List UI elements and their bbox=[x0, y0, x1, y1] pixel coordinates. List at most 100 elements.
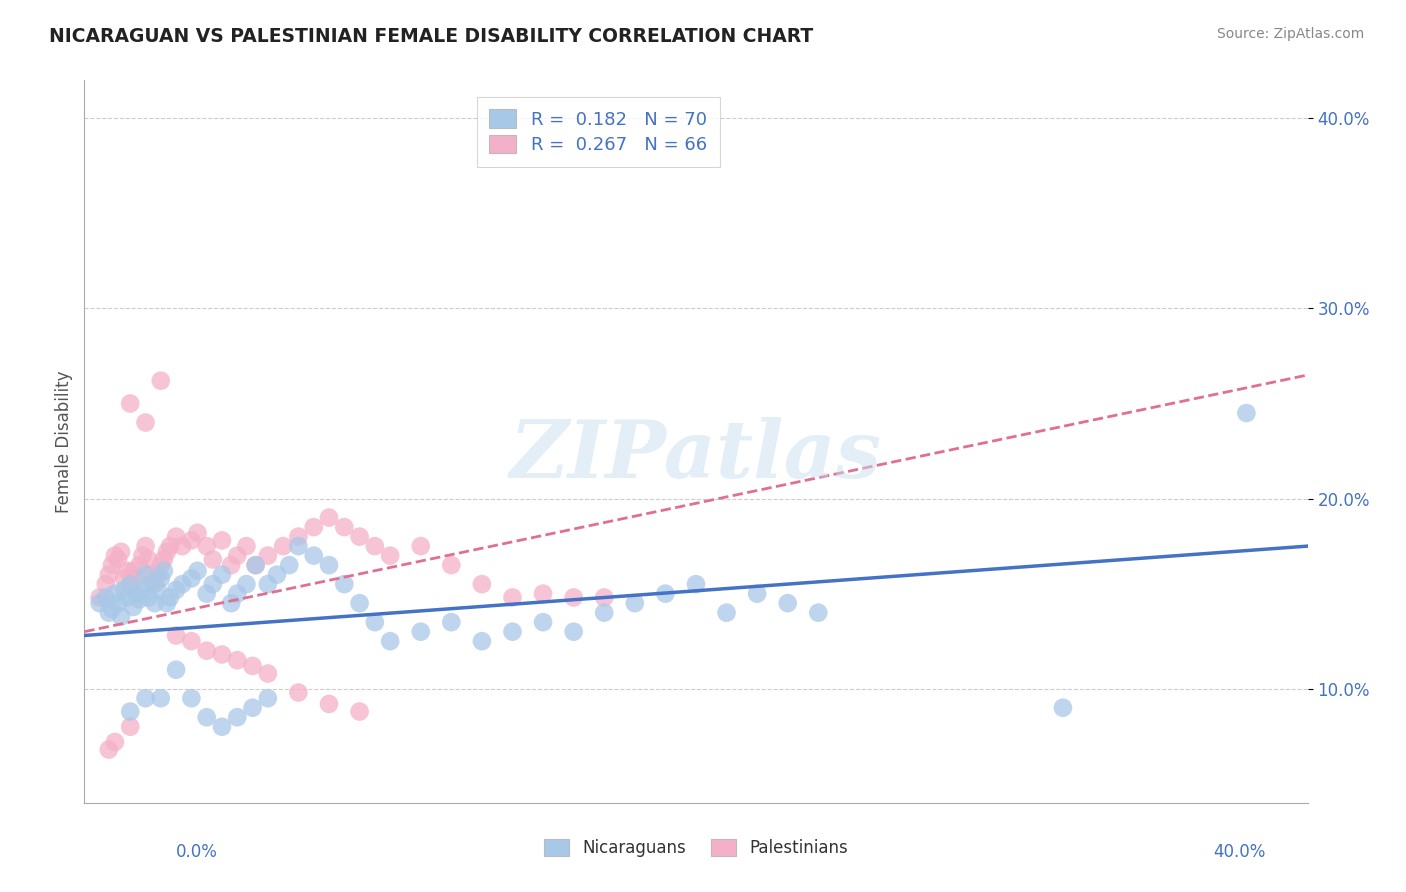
Point bbox=[1236, 406, 1258, 420]
Point bbox=[165, 582, 187, 597]
Point bbox=[115, 591, 138, 605]
Point bbox=[101, 558, 124, 573]
Point bbox=[97, 567, 120, 582]
Point bbox=[115, 564, 138, 578]
Point bbox=[278, 558, 301, 573]
Point bbox=[107, 596, 129, 610]
Point bbox=[235, 577, 257, 591]
Point bbox=[380, 549, 402, 563]
Point bbox=[380, 634, 402, 648]
Point bbox=[716, 606, 738, 620]
Point bbox=[131, 549, 153, 563]
Point bbox=[165, 663, 187, 677]
Point bbox=[180, 691, 202, 706]
Point bbox=[143, 577, 166, 591]
Point bbox=[120, 396, 142, 410]
Point bbox=[593, 606, 616, 620]
Point bbox=[747, 587, 769, 601]
Point bbox=[156, 545, 179, 559]
Point bbox=[141, 577, 163, 591]
Point bbox=[165, 530, 187, 544]
Point bbox=[471, 634, 494, 648]
Point bbox=[624, 596, 647, 610]
Point bbox=[149, 571, 172, 585]
Point bbox=[219, 596, 242, 610]
Point bbox=[180, 533, 202, 548]
Point bbox=[138, 552, 160, 566]
Point bbox=[135, 539, 157, 553]
Point bbox=[211, 720, 233, 734]
Point bbox=[135, 567, 157, 582]
Point bbox=[135, 416, 157, 430]
Point bbox=[807, 606, 830, 620]
Point bbox=[349, 530, 371, 544]
Point bbox=[107, 552, 129, 566]
Point bbox=[149, 374, 172, 388]
Point bbox=[287, 685, 309, 699]
Point bbox=[165, 628, 187, 642]
Point bbox=[110, 545, 132, 559]
Point bbox=[219, 558, 242, 573]
Point bbox=[257, 577, 280, 591]
Point bbox=[1052, 700, 1074, 714]
Point bbox=[226, 549, 249, 563]
Point bbox=[593, 591, 616, 605]
Point bbox=[94, 591, 117, 605]
Point bbox=[146, 567, 169, 582]
Point bbox=[104, 735, 127, 749]
Point bbox=[104, 587, 127, 601]
Point bbox=[159, 539, 181, 553]
Point bbox=[156, 596, 179, 610]
Point bbox=[110, 609, 132, 624]
Point bbox=[180, 634, 202, 648]
Point bbox=[226, 653, 249, 667]
Point bbox=[502, 591, 524, 605]
Point bbox=[409, 539, 432, 553]
Point bbox=[94, 577, 117, 591]
Point bbox=[333, 577, 356, 591]
Point bbox=[143, 596, 166, 610]
Point bbox=[195, 710, 218, 724]
Point bbox=[138, 591, 160, 605]
Point bbox=[122, 564, 145, 578]
Point bbox=[257, 549, 280, 563]
Point bbox=[120, 577, 142, 591]
Point bbox=[153, 564, 176, 578]
Y-axis label: Female Disability: Female Disability bbox=[55, 370, 73, 513]
Point bbox=[135, 691, 157, 706]
Point bbox=[172, 539, 194, 553]
Point bbox=[211, 567, 233, 582]
Point bbox=[122, 599, 145, 614]
Text: 40.0%: 40.0% bbox=[1213, 843, 1265, 861]
Point bbox=[211, 533, 233, 548]
Point bbox=[159, 591, 181, 605]
Point bbox=[287, 530, 309, 544]
Point bbox=[242, 659, 264, 673]
Point bbox=[125, 587, 148, 601]
Point bbox=[471, 577, 494, 591]
Point bbox=[440, 615, 463, 630]
Point bbox=[318, 510, 340, 524]
Point bbox=[245, 558, 267, 573]
Point bbox=[257, 666, 280, 681]
Text: Source: ZipAtlas.com: Source: ZipAtlas.com bbox=[1216, 27, 1364, 41]
Point bbox=[211, 648, 233, 662]
Point bbox=[318, 558, 340, 573]
Point bbox=[201, 577, 224, 591]
Point bbox=[364, 539, 387, 553]
Point bbox=[104, 549, 127, 563]
Point bbox=[125, 571, 148, 585]
Point bbox=[257, 691, 280, 706]
Point bbox=[120, 705, 142, 719]
Point bbox=[128, 558, 150, 573]
Point bbox=[266, 567, 288, 582]
Point bbox=[149, 691, 172, 706]
Point bbox=[226, 710, 249, 724]
Point bbox=[333, 520, 356, 534]
Point bbox=[440, 558, 463, 573]
Point bbox=[531, 587, 554, 601]
Point bbox=[101, 602, 124, 616]
Point bbox=[97, 742, 120, 756]
Point bbox=[235, 539, 257, 553]
Point bbox=[562, 591, 585, 605]
